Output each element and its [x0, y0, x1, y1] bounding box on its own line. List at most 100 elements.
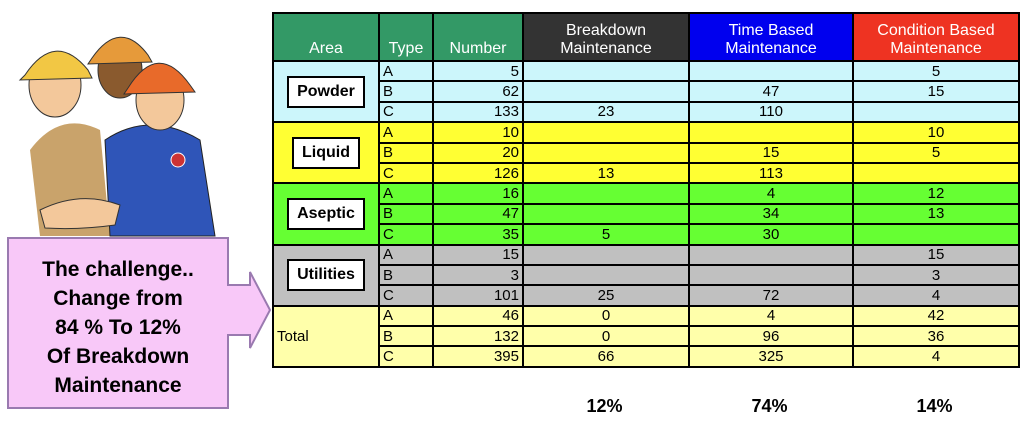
empty-cell	[522, 80, 690, 103]
percentage: 14%	[916, 396, 953, 416]
percentage: 12%	[586, 396, 623, 416]
number-cell: 15	[432, 243, 524, 266]
condition-cell: 13	[852, 202, 1020, 226]
table-row: B 62 47 15	[273, 80, 1020, 103]
breakdown-cell: 5	[522, 223, 690, 246]
callout-box	[7, 237, 272, 409]
percentage: 74%	[751, 396, 788, 416]
type-cell: C	[378, 223, 434, 246]
number-cell: 133	[432, 100, 524, 124]
column-header: Time Based Maintenance	[688, 12, 854, 62]
breakdown-cell: 0	[522, 325, 690, 348]
condition-cell: 10	[852, 121, 1020, 144]
area-cell: Liquid	[272, 121, 380, 185]
empty-cell	[688, 121, 854, 144]
empty-cell	[852, 223, 1020, 246]
time-cell: 4	[688, 304, 854, 328]
time-cell: 113	[688, 161, 854, 185]
time-cell: 47	[688, 80, 854, 103]
area-label: Aseptic	[287, 197, 365, 230]
percentages-row: 12% 74% 14%	[522, 396, 1018, 417]
number-cell: 47	[432, 202, 524, 226]
column-header: Condition Based Maintenance	[852, 12, 1020, 62]
time-cell: 72	[688, 284, 854, 307]
maintenance-table: Area Type Number Breakdown Maintenance Time …	[272, 12, 1020, 368]
table-row: B 47 34 13	[273, 202, 1020, 226]
number-cell: 10	[432, 121, 524, 144]
callout-line: 84 % To 12%	[55, 316, 181, 339]
area-label: Liquid	[292, 136, 360, 169]
time-cell: 15	[688, 141, 854, 164]
type-cell: C	[378, 284, 434, 307]
number-cell: 395	[432, 345, 524, 368]
table-row: Total A 46 0 4 42	[272, 304, 1020, 368]
cartoon-workers	[10, 12, 226, 237]
time-cell: 325	[688, 345, 854, 368]
table-row: C 101 25 72 4	[273, 284, 1020, 307]
condition-cell: 15	[852, 80, 1020, 103]
callout-line: Of Breakdown	[47, 345, 189, 368]
table-row: Aseptic A 16 4 12	[272, 182, 1020, 246]
number-cell: 5	[432, 59, 524, 83]
type-cell: A	[378, 59, 434, 83]
type-cell: B	[378, 141, 434, 164]
area-label: Powder	[287, 75, 365, 108]
empty-cell	[522, 182, 690, 205]
breakdown-cell: 66	[522, 345, 690, 368]
type-cell: A	[378, 304, 434, 328]
number-cell: 101	[432, 284, 524, 307]
breakdown-cell: 23	[522, 100, 690, 124]
table-row: C 395 66 325 4	[273, 345, 1020, 368]
type-cell: B	[378, 80, 434, 103]
table-row: C 126 13 113	[273, 161, 1020, 185]
table-row: C 35 5 30	[273, 223, 1020, 246]
empty-cell	[852, 161, 1020, 185]
condition-cell: 5	[852, 59, 1020, 83]
number-cell: 3	[432, 263, 524, 287]
table-row: Liquid A 10 10	[272, 121, 1020, 185]
breakdown-cell: 13	[522, 161, 690, 185]
empty-cell	[688, 59, 854, 83]
condition-cell: 42	[852, 304, 1020, 328]
table-row: C 133 23 110	[273, 100, 1020, 124]
number-cell: 62	[432, 80, 524, 103]
area-cell: Powder	[272, 59, 380, 124]
number-cell: 132	[432, 325, 524, 348]
condition-cell: 3	[852, 263, 1020, 287]
table-row: Utilities A 15 15	[272, 243, 1020, 307]
condition-cell: 36	[852, 325, 1020, 348]
type-cell: C	[378, 100, 434, 124]
number-cell: 46	[432, 304, 524, 328]
empty-cell	[852, 100, 1020, 124]
empty-cell	[522, 59, 690, 83]
area-cell: Aseptic	[272, 182, 380, 246]
breakdown-cell: 0	[522, 304, 690, 328]
column-header: Breakdown Maintenance	[522, 12, 690, 62]
illustration: The challenge.. Change from 84 % To 12% Of …	[7, 12, 272, 409]
type-cell: A	[378, 243, 434, 266]
callout-line: The challenge..	[42, 258, 194, 281]
type-cell: B	[378, 263, 434, 287]
empty-cell	[522, 243, 690, 266]
empty-cell	[522, 141, 690, 164]
type-cell: B	[378, 202, 434, 226]
breakdown-cell: 25	[522, 284, 690, 307]
empty-cell	[522, 263, 690, 287]
number-cell: 16	[432, 182, 524, 205]
condition-cell: 15	[852, 243, 1020, 266]
callout-line: Maintenance	[54, 374, 181, 397]
time-cell: 96	[688, 325, 854, 348]
time-cell: 34	[688, 202, 854, 226]
type-cell: A	[378, 121, 434, 144]
type-cell: C	[378, 161, 434, 185]
number-cell: 20	[432, 141, 524, 164]
type-cell: A	[378, 182, 434, 205]
table-row: B 132 0 96 36	[273, 325, 1020, 348]
empty-cell	[688, 263, 854, 287]
number-cell: 35	[432, 223, 524, 246]
condition-cell: 12	[852, 182, 1020, 205]
column-header: Number	[432, 12, 524, 62]
condition-cell: 5	[852, 141, 1020, 164]
time-cell: 4	[688, 182, 854, 205]
